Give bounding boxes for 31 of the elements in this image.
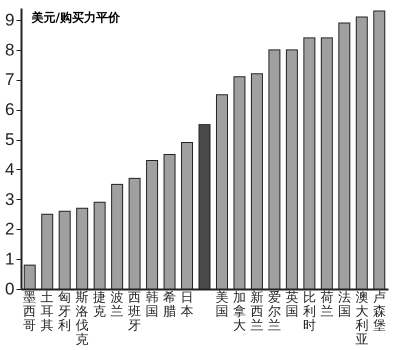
x-tick-label: 法国 — [338, 290, 351, 320]
x-tick-label: 新西兰 — [250, 290, 264, 334]
x-tick-label: 荷兰 — [320, 290, 334, 320]
x-tick-label: 西班牙 — [128, 290, 142, 334]
x-tick-label: 希腊 — [163, 290, 176, 320]
y-tick-label: 0 — [5, 280, 14, 298]
y-tick-label: 6 — [5, 100, 14, 120]
x-tick-label: 土耳其 — [40, 290, 54, 334]
x-tick-label: 捷克 — [93, 290, 106, 320]
x-tick-label: 波兰 — [110, 290, 124, 320]
y-tick-label: 2 — [5, 220, 14, 239]
x-tick-label: 日本 — [180, 290, 194, 320]
x-tick-label: 加拿大 — [232, 290, 246, 334]
x-tick-label: 韩国 — [146, 290, 159, 320]
y-tick-label: 9 — [5, 10, 14, 30]
y-tick-label: 4 — [5, 160, 14, 179]
x-tick-label: 爱尔兰 — [268, 290, 281, 334]
y-axis-title: 美元/购买力平价 — [30, 10, 121, 24]
x-tick-label: 墨西哥 — [23, 290, 36, 334]
x-tick-label: 美国 — [215, 290, 228, 320]
x-tick-label: 英国 — [285, 290, 298, 320]
x-tick-label: 澳大利亚 — [355, 290, 368, 348]
y-tick-label: 7 — [5, 70, 14, 90]
y-tick-label: 1 — [5, 250, 14, 269]
y-tick-label: 3 — [5, 190, 14, 209]
x-tick-label: 匈牙利 — [58, 290, 72, 334]
y-tick-label: 8 — [5, 40, 14, 60]
y-tick-label: 5 — [5, 130, 14, 150]
x-tick-label: 比利时 — [302, 290, 316, 334]
x-tick-label: 卢森堡 — [372, 290, 386, 334]
x-tick-label: 斯洛伐克 — [76, 290, 89, 348]
